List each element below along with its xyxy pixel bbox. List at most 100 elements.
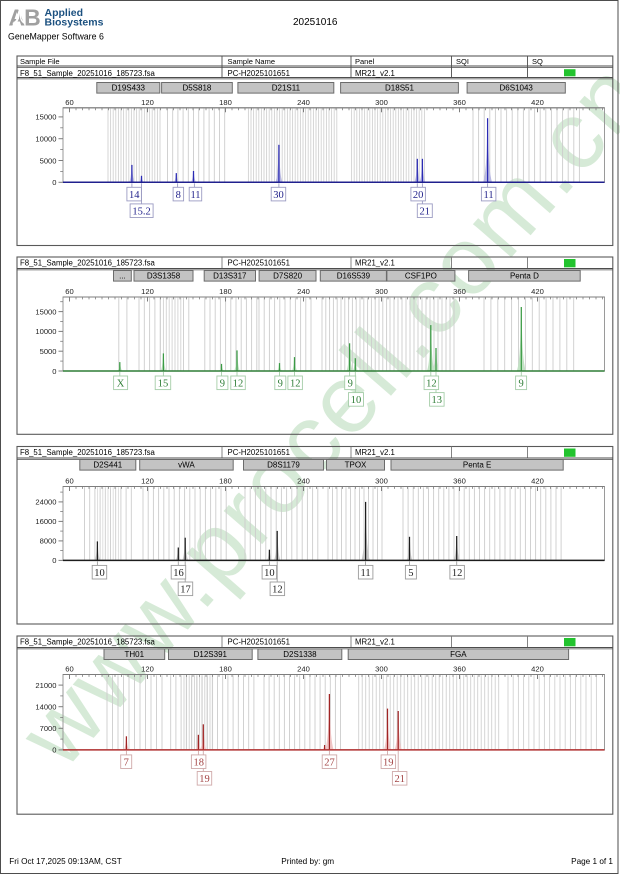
svg-text:60: 60 (65, 98, 73, 107)
svg-text:D18S51: D18S51 (385, 84, 414, 93)
svg-text:13: 13 (432, 395, 443, 406)
svg-text:180: 180 (219, 477, 232, 486)
svg-text:SQ: SQ (532, 57, 543, 66)
svg-text:12: 12 (426, 379, 437, 390)
svg-text:12: 12 (290, 379, 301, 390)
svg-text:F8_51_Sample_20251016_185723.f: F8_51_Sample_20251016_185723.fsa (20, 448, 155, 457)
svg-text:120: 120 (141, 665, 154, 674)
svg-text:21: 21 (394, 774, 405, 785)
svg-text:15.2: 15.2 (132, 207, 150, 218)
svg-text:180: 180 (219, 665, 232, 674)
svg-text:10000: 10000 (35, 327, 56, 336)
svg-text:17: 17 (180, 585, 191, 596)
svg-text:F8_51_Sample_20251016_185723.f: F8_51_Sample_20251016_185723.fsa (20, 69, 155, 78)
svg-text:D3S1358: D3S1358 (147, 272, 181, 281)
svg-text:Sample Name: Sample Name (228, 57, 276, 66)
svg-text:CSF1PO: CSF1PO (405, 272, 437, 281)
svg-text:PC-H2025101651: PC-H2025101651 (228, 69, 290, 78)
svg-text:GeneMapper Software 6: GeneMapper Software 6 (8, 32, 104, 42)
svg-text:8000: 8000 (40, 537, 57, 546)
svg-text:21000: 21000 (35, 681, 56, 690)
svg-text:TH01: TH01 (125, 650, 145, 659)
svg-text:11: 11 (190, 190, 200, 201)
svg-text:9: 9 (220, 379, 225, 390)
svg-text:16000: 16000 (35, 517, 56, 526)
svg-text:15000: 15000 (35, 307, 56, 316)
svg-text:D19S433: D19S433 (112, 84, 146, 93)
svg-text:60: 60 (65, 477, 73, 486)
svg-text:300: 300 (375, 287, 388, 296)
svg-text:7: 7 (124, 758, 129, 769)
svg-text:D5S818: D5S818 (182, 84, 211, 93)
svg-text:D12S391: D12S391 (194, 650, 228, 659)
svg-text:8: 8 (176, 190, 181, 201)
svg-text:PC-H2025101651: PC-H2025101651 (228, 638, 290, 647)
svg-text:vWA: vWA (178, 461, 195, 470)
svg-text:Printed by: gm: Printed by: gm (281, 857, 334, 866)
svg-text:5: 5 (408, 568, 413, 579)
svg-text:MR21_v2.1: MR21_v2.1 (355, 448, 395, 457)
svg-text:5000: 5000 (40, 347, 57, 356)
svg-text:AB: AB (9, 5, 41, 31)
svg-text:20: 20 (413, 190, 424, 201)
svg-text:16: 16 (173, 568, 184, 579)
svg-text:5000: 5000 (40, 156, 57, 165)
svg-text:0: 0 (52, 178, 56, 187)
svg-text:FGA: FGA (450, 650, 467, 659)
svg-text:120: 120 (141, 98, 154, 107)
svg-text:Fri Oct 17,2025 09:13AM, CST: Fri Oct 17,2025 09:13AM, CST (9, 857, 121, 866)
svg-text:360: 360 (453, 287, 466, 296)
svg-text:D8S1179: D8S1179 (267, 461, 300, 470)
svg-text:D7S820: D7S820 (273, 272, 302, 281)
svg-text:Applied: Applied (45, 7, 84, 19)
svg-text:20251016: 20251016 (293, 17, 338, 28)
svg-text:12: 12 (233, 379, 244, 390)
svg-text:D13S317: D13S317 (213, 272, 247, 281)
svg-text:30: 30 (273, 190, 284, 201)
svg-text:Page 1 of 1: Page 1 of 1 (571, 857, 613, 866)
svg-text:300: 300 (375, 665, 388, 674)
svg-text:240: 240 (297, 98, 310, 107)
svg-text:Panel: Panel (355, 57, 375, 66)
svg-text:27: 27 (324, 758, 335, 769)
svg-text:Sample File: Sample File (20, 57, 60, 66)
svg-text:11: 11 (484, 190, 494, 201)
svg-text:7000: 7000 (40, 724, 57, 733)
svg-text:60: 60 (65, 665, 73, 674)
svg-text:300: 300 (375, 477, 388, 486)
svg-text:10000: 10000 (35, 135, 56, 144)
svg-text:420: 420 (531, 98, 544, 107)
svg-text:240: 240 (297, 665, 310, 674)
svg-text:60: 60 (65, 287, 73, 296)
svg-text:360: 360 (453, 665, 466, 674)
svg-text:420: 420 (531, 477, 544, 486)
svg-text:420: 420 (531, 287, 544, 296)
svg-text:D2S1338: D2S1338 (283, 650, 317, 659)
svg-text:TPOX: TPOX (345, 461, 367, 470)
svg-text:300: 300 (375, 98, 388, 107)
svg-text:240: 240 (297, 287, 310, 296)
svg-text:SQI: SQI (456, 57, 469, 66)
svg-text:D21S11: D21S11 (272, 84, 301, 93)
svg-text:11: 11 (361, 568, 371, 579)
svg-text:D16S539: D16S539 (337, 272, 371, 281)
svg-text:180: 180 (219, 287, 232, 296)
svg-text:14000: 14000 (35, 703, 56, 712)
svg-text:360: 360 (453, 477, 466, 486)
svg-text:10: 10 (351, 395, 362, 406)
svg-text:...: ... (119, 272, 126, 281)
svg-text:F8_51_Sample_20251016_185723.f: F8_51_Sample_20251016_185723.fsa (20, 638, 155, 647)
svg-text:14: 14 (129, 190, 140, 201)
svg-text:15000: 15000 (35, 113, 56, 122)
svg-text:X: X (117, 379, 125, 390)
svg-text:PC-H2025101651: PC-H2025101651 (228, 259, 290, 268)
svg-text:120: 120 (141, 477, 154, 486)
svg-text:12: 12 (272, 585, 283, 596)
svg-text:19: 19 (383, 758, 394, 769)
svg-text:9: 9 (348, 379, 353, 390)
svg-text:MR21_v2.1: MR21_v2.1 (355, 638, 395, 647)
svg-text:10: 10 (94, 568, 105, 579)
svg-text:Penta E: Penta E (463, 461, 491, 470)
svg-text:240: 240 (297, 477, 310, 486)
svg-text:360: 360 (453, 98, 466, 107)
